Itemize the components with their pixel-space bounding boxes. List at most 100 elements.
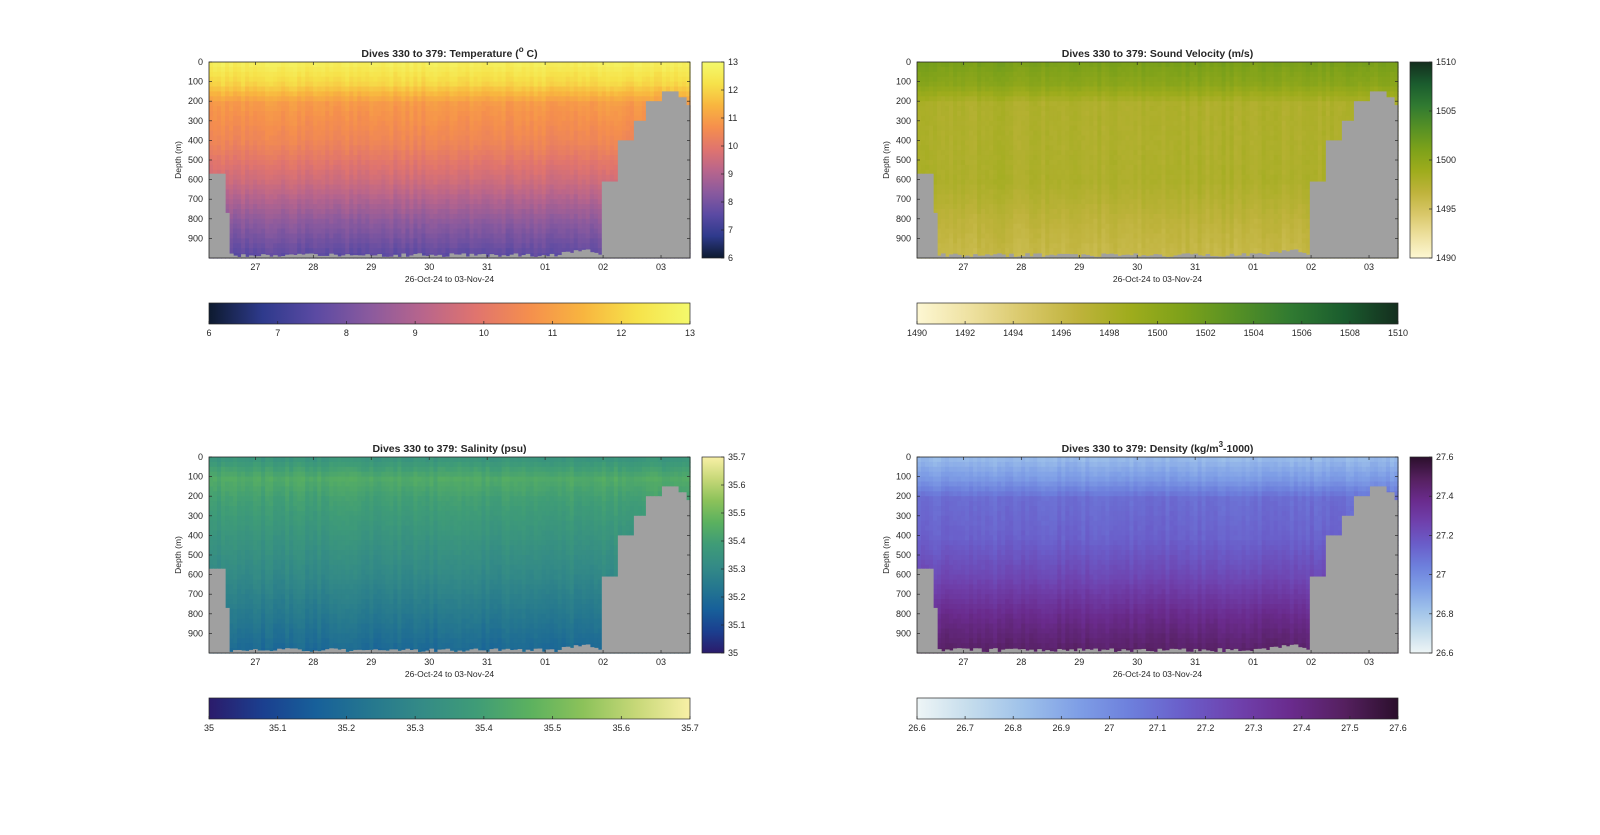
heat-cell	[445, 101, 450, 107]
heat-cell	[494, 185, 499, 191]
heat-cell	[357, 229, 362, 235]
heat-cell	[405, 214, 410, 220]
heat-cell	[421, 209, 426, 215]
heat-cell	[357, 111, 362, 117]
heat-cell	[245, 62, 250, 68]
heat-cell	[237, 140, 242, 146]
heat-cell	[261, 180, 266, 186]
heat-cell	[333, 234, 338, 240]
heat-cell	[397, 72, 402, 78]
heat-cell	[514, 194, 519, 200]
heat-cell	[221, 121, 226, 127]
heat-cell	[462, 170, 467, 176]
heat-cell	[313, 111, 318, 117]
heat-cell	[253, 82, 258, 88]
heat-cell	[413, 126, 418, 132]
heat-cell	[470, 126, 475, 132]
heat-cell	[458, 185, 463, 191]
heat-cell	[377, 121, 382, 127]
y-tick-label: 0	[198, 57, 203, 67]
heat-cell	[542, 160, 547, 166]
heat-cell	[333, 96, 338, 102]
heat-cell	[454, 204, 459, 210]
heat-cell	[401, 111, 406, 117]
heat-cell	[285, 185, 290, 191]
heat-cell	[333, 72, 338, 78]
heat-cell	[345, 199, 350, 205]
heat-cell	[554, 204, 559, 210]
heat-cell	[462, 214, 467, 220]
heat-cell	[269, 243, 274, 249]
heat-cell	[598, 175, 603, 181]
heat-cell	[470, 204, 475, 210]
heat-cell	[269, 82, 274, 88]
heat-cell	[401, 234, 406, 240]
heat-cell	[261, 165, 266, 171]
heat-cell	[261, 175, 266, 181]
heat-cell	[538, 165, 543, 171]
heat-cell	[514, 180, 519, 186]
heat-cell	[618, 96, 623, 102]
heat-cell	[562, 126, 567, 132]
heat-cell	[257, 234, 262, 240]
heat-cell	[506, 150, 511, 156]
heat-cell	[381, 248, 386, 254]
heat-cell	[510, 209, 515, 215]
heat-cell	[317, 67, 322, 73]
heat-cell	[321, 91, 326, 97]
heat-cell	[502, 248, 507, 254]
heat-cell	[674, 72, 679, 78]
heat-cell	[293, 194, 298, 200]
heat-cell	[277, 185, 282, 191]
heat-cell	[361, 116, 366, 122]
heat-cell	[502, 199, 507, 205]
heat-cell	[277, 77, 282, 83]
heat-cell	[602, 121, 607, 127]
heat-cell	[273, 185, 278, 191]
heat-cell	[345, 185, 350, 191]
heat-cell	[357, 87, 362, 93]
heat-cell	[273, 145, 278, 151]
heat-cell	[417, 199, 422, 205]
heat-cell	[297, 136, 302, 142]
heat-cell	[305, 67, 310, 73]
heat-cell	[425, 175, 430, 181]
heat-cell	[233, 67, 238, 73]
heat-cell	[405, 87, 410, 93]
heat-cell	[233, 106, 238, 112]
heat-cell	[269, 116, 274, 122]
heat-cell	[550, 209, 555, 215]
heat-cell	[245, 165, 250, 171]
heat-cell	[425, 101, 430, 107]
heat-cell	[209, 72, 214, 78]
heat-cell	[377, 96, 382, 102]
heat-cell	[542, 229, 547, 235]
heat-cell	[313, 67, 318, 73]
heat-cell	[393, 189, 398, 195]
heat-cell	[293, 175, 298, 181]
heat-cell	[333, 185, 338, 191]
heat-cell	[429, 91, 434, 97]
heat-cell	[594, 62, 599, 68]
heat-cell	[241, 91, 246, 97]
heat-cell	[586, 111, 591, 117]
heat-cell	[293, 72, 298, 78]
heat-cell	[333, 165, 338, 171]
heat-cell	[333, 209, 338, 215]
heat-cell	[582, 91, 587, 97]
heat-cell	[385, 87, 390, 93]
heat-cell	[237, 189, 242, 195]
heat-cell	[285, 170, 290, 176]
heat-cell	[301, 180, 306, 186]
heat-cell	[445, 82, 450, 88]
heat-cell	[313, 224, 318, 230]
heat-cell	[337, 160, 342, 166]
heat-cell	[385, 194, 390, 200]
heat-cell	[373, 238, 378, 244]
x-axis-label: 26-Oct-24 to 03-Nov-24	[405, 274, 495, 284]
heat-cell	[462, 175, 467, 181]
heat-cell	[225, 91, 230, 97]
heat-cell	[554, 219, 559, 225]
heat-cell	[482, 67, 487, 73]
heat-cell	[281, 209, 286, 215]
